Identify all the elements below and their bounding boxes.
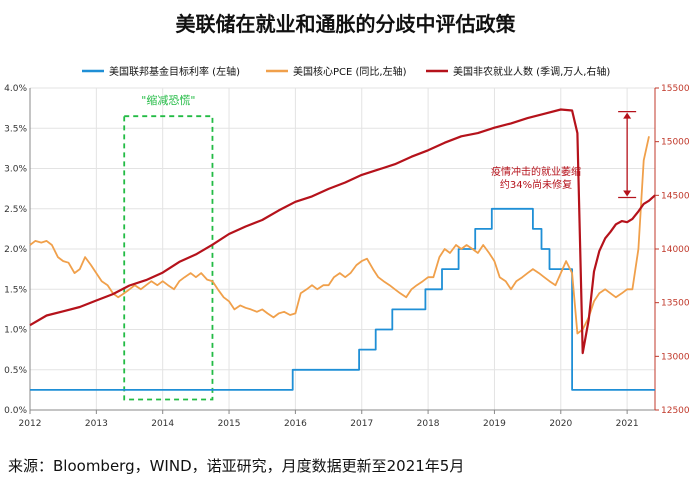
taper-tantrum-label: "缩减恐慌" bbox=[141, 94, 195, 107]
series-line-3 bbox=[29, 108, 656, 355]
gap-arrow-up bbox=[623, 112, 632, 119]
right-tick-label: 13500 bbox=[661, 299, 690, 309]
x-tick-label: 2018 bbox=[417, 419, 440, 429]
right-tick-label: 14500 bbox=[661, 191, 690, 201]
legend-label: 美国核心PCE (同比,左轴) bbox=[293, 65, 407, 78]
x-tick-label: 2014 bbox=[151, 419, 174, 429]
legend-label: 美国非农就业人数 (季调,万人,右轴) bbox=[453, 65, 610, 78]
x-tick-label: 2013 bbox=[85, 419, 108, 429]
taper-tantrum-box bbox=[123, 115, 214, 401]
right-tick-label: 15500 bbox=[661, 84, 690, 94]
legend-label: 美国联邦基金目标利率 (左轴) bbox=[109, 65, 240, 78]
left-tick-label: 3.5% bbox=[4, 124, 27, 134]
gap-arrow-down bbox=[623, 190, 632, 197]
left-tick-label: 0.5% bbox=[4, 366, 27, 376]
x-tick-label: 2015 bbox=[218, 419, 241, 429]
left-tick-label: 4.0% bbox=[4, 84, 27, 94]
x-tick-label: 2016 bbox=[284, 419, 307, 429]
series-lines bbox=[29, 108, 656, 391]
right-tick-label: 13000 bbox=[661, 352, 690, 362]
left-tick-label: 2.0% bbox=[4, 245, 27, 255]
chart-title: 美联储在就业和通胀的分歧中评估政策 bbox=[175, 12, 516, 36]
series-line-2 bbox=[29, 136, 650, 335]
left-tick-label: 2.5% bbox=[4, 205, 27, 215]
left-tick-label: 0.0% bbox=[4, 406, 27, 416]
source-note: 来源：Bloomberg，WIND，诺亚研究，月度数据更新至2021年5月 bbox=[8, 457, 465, 475]
series-line-1 bbox=[30, 207, 655, 391]
left-tick-label: 3.0% bbox=[4, 165, 27, 175]
left-tick-label: 1.5% bbox=[4, 285, 27, 295]
x-tick-label: 2017 bbox=[350, 419, 373, 429]
right-tick-label: 14000 bbox=[661, 245, 690, 255]
legend: 美国联邦基金目标利率 (左轴) 美国核心PCE (同比,左轴) 美国非农就业人数 (… bbox=[82, 65, 610, 78]
left-tick-label: 1.0% bbox=[4, 326, 27, 336]
gap-label-line: 疫情冲击的就业萎缩 bbox=[491, 165, 581, 178]
x-tick-label: 2012 bbox=[19, 419, 42, 429]
gap-label-line: 约34%尚未修复 bbox=[500, 178, 572, 191]
axes: 0.0% 0.5% 1.0% 1.5% 2.0% 2.5% 3.0% 3.5% 4.0% 1250… bbox=[4, 84, 690, 429]
right-tick-label: 12500 bbox=[661, 406, 690, 416]
x-tick-label: 2020 bbox=[549, 419, 572, 429]
x-tick-label: 2019 bbox=[483, 419, 506, 429]
right-tick-label: 15000 bbox=[661, 138, 690, 148]
chart-svg: 0.0% 0.5% 1.0% 1.5% 2.0% 2.5% 3.0% 3.5% 4.0% 1250… bbox=[4, 65, 690, 429]
x-tick-label: 2021 bbox=[616, 419, 639, 429]
